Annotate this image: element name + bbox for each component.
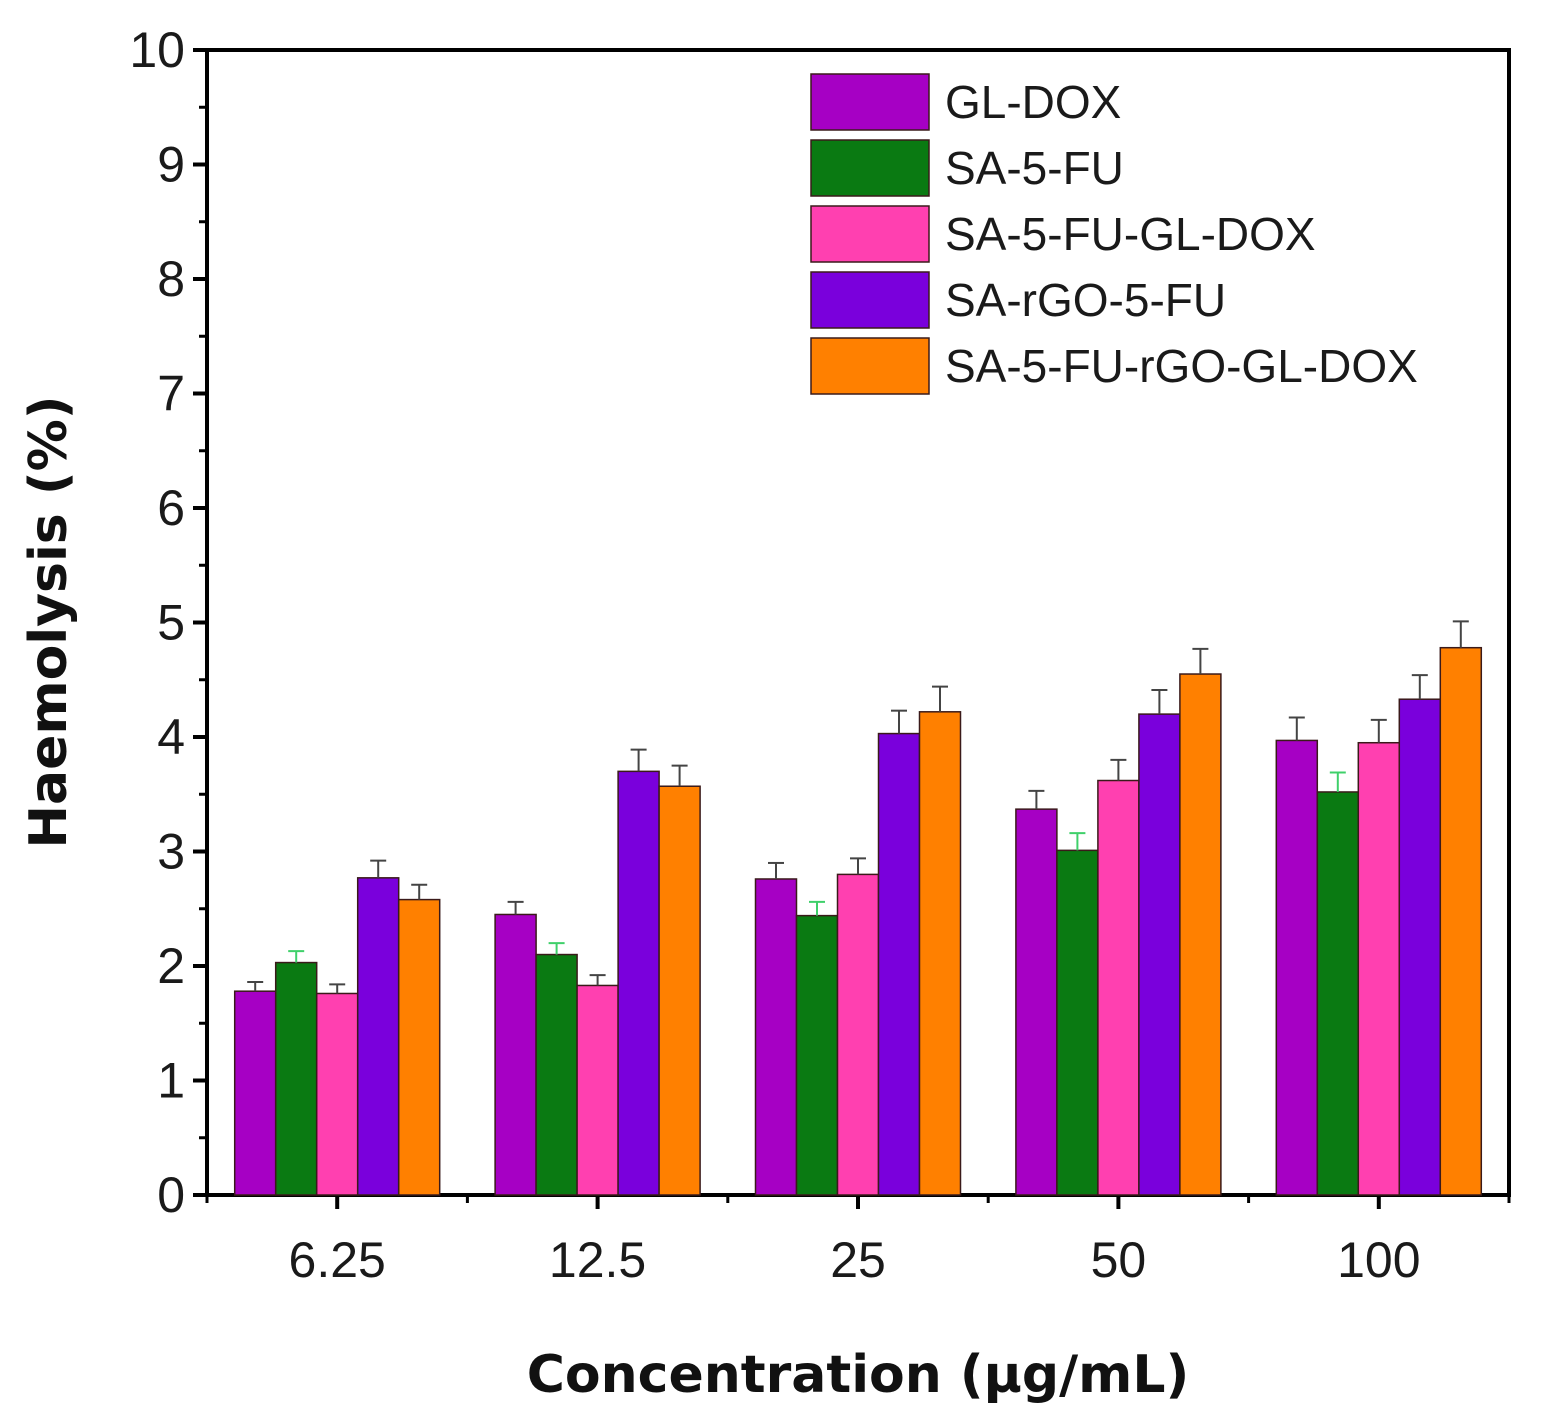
y-tick-label-4: 4 — [157, 709, 185, 765]
y-tick-label-1: 1 — [157, 1053, 185, 1109]
x-axis-title: Concentration (μg/mL) — [527, 1345, 1189, 1405]
legend-swatch-SA-5-FU-rGO-GL-DOX — [810, 337, 930, 395]
y-tick-label-10: 10 — [129, 22, 185, 78]
series-GL-DOX — [233, 716, 1319, 1196]
bar-SA-5-FU-50 — [1056, 849, 1099, 1196]
bar-SA-5-FU-GL-DOX-12.5 — [576, 984, 619, 1196]
x-tick-label-12.5: 12.5 — [549, 1232, 646, 1288]
bar-SA-5-FU-25 — [795, 914, 839, 1196]
legend-label-GL-DOX: GL-DOX — [945, 76, 1121, 128]
series-SA-5-FU-GL-DOX — [315, 718, 1401, 1196]
bar-SA-rGO-5-FU-6.25 — [356, 877, 400, 1196]
y-tick-label-5: 5 — [157, 595, 185, 651]
x-tick-label-6.25: 6.25 — [289, 1232, 386, 1288]
bar-SA-rGO-5-FU-25 — [877, 732, 921, 1196]
legend-swatch-SA-rGO-5-FU — [810, 271, 930, 329]
series-SA-5-FU — [274, 771, 1360, 1196]
bar-SA-5-FU-GL-DOX-6.25 — [315, 992, 359, 1196]
bar-SA-5-FU-6.25 — [274, 961, 318, 1196]
legend-label-SA-5-FU-rGO-GL-DOX: SA-5-FU-rGO-GL-DOX — [945, 340, 1418, 392]
bar-SA-5-FU-rGO-GL-DOX-100 — [1439, 646, 1483, 1196]
bar-SA-rGO-5-FU-12.5 — [617, 770, 660, 1196]
bar-GL-DOX-100 — [1275, 739, 1319, 1196]
legend-swatch-SA-5-FU — [810, 139, 930, 197]
x-tick-label-50: 50 — [1091, 1232, 1147, 1288]
bar-SA-rGO-5-FU-100 — [1398, 698, 1442, 1196]
y-tick-label-0: 0 — [157, 1167, 185, 1223]
legend-swatch-SA-5-FU-GL-DOX — [810, 205, 930, 263]
bar-SA-5-FU-GL-DOX-25 — [836, 873, 880, 1196]
series-SA-rGO-5-FU — [356, 674, 1442, 1196]
y-tick-label-3: 3 — [157, 824, 185, 880]
bar-SA-5-FU-rGO-GL-DOX-12.5 — [658, 785, 701, 1196]
y-tick-label-8: 8 — [157, 251, 185, 307]
bar-GL-DOX-25 — [754, 878, 798, 1196]
bar-GL-DOX-50 — [1015, 808, 1058, 1196]
bar-SA-5-FU-12.5 — [535, 953, 578, 1196]
y-tick-label-9: 9 — [157, 137, 185, 193]
bar-SA-5-FU-GL-DOX-100 — [1357, 741, 1401, 1196]
bar-SA-rGO-5-FU-50 — [1138, 713, 1181, 1196]
bar-SA-5-FU-rGO-GL-DOX-25 — [918, 711, 962, 1196]
bar-GL-DOX-6.25 — [233, 990, 277, 1196]
bar-SA-5-FU-rGO-GL-DOX-50 — [1179, 673, 1222, 1196]
x-tick-label-100: 100 — [1337, 1232, 1420, 1288]
bar-SA-5-FU-rGO-GL-DOX-6.25 — [397, 898, 441, 1196]
y-axis-title: Haemolysis (%) — [19, 396, 79, 849]
legend-label-SA-5-FU-GL-DOX: SA-5-FU-GL-DOX — [945, 208, 1316, 260]
y-tick-label-6: 6 — [157, 480, 185, 536]
legend-label-SA-5-FU: SA-5-FU — [945, 142, 1124, 194]
y-tick-label-2: 2 — [157, 938, 185, 994]
legend-label-SA-rGO-5-FU: SA-rGO-5-FU — [945, 274, 1226, 326]
bar-SA-5-FU-100 — [1316, 791, 1360, 1196]
legend-swatch-GL-DOX — [810, 73, 930, 131]
y-tick-label-7: 7 — [157, 366, 185, 422]
x-tick-label-25: 25 — [830, 1232, 886, 1288]
bar-SA-5-FU-GL-DOX-50 — [1097, 779, 1140, 1196]
series-SA-5-FU-rGO-GL-DOX — [397, 620, 1483, 1196]
bar-GL-DOX-12.5 — [494, 913, 537, 1196]
